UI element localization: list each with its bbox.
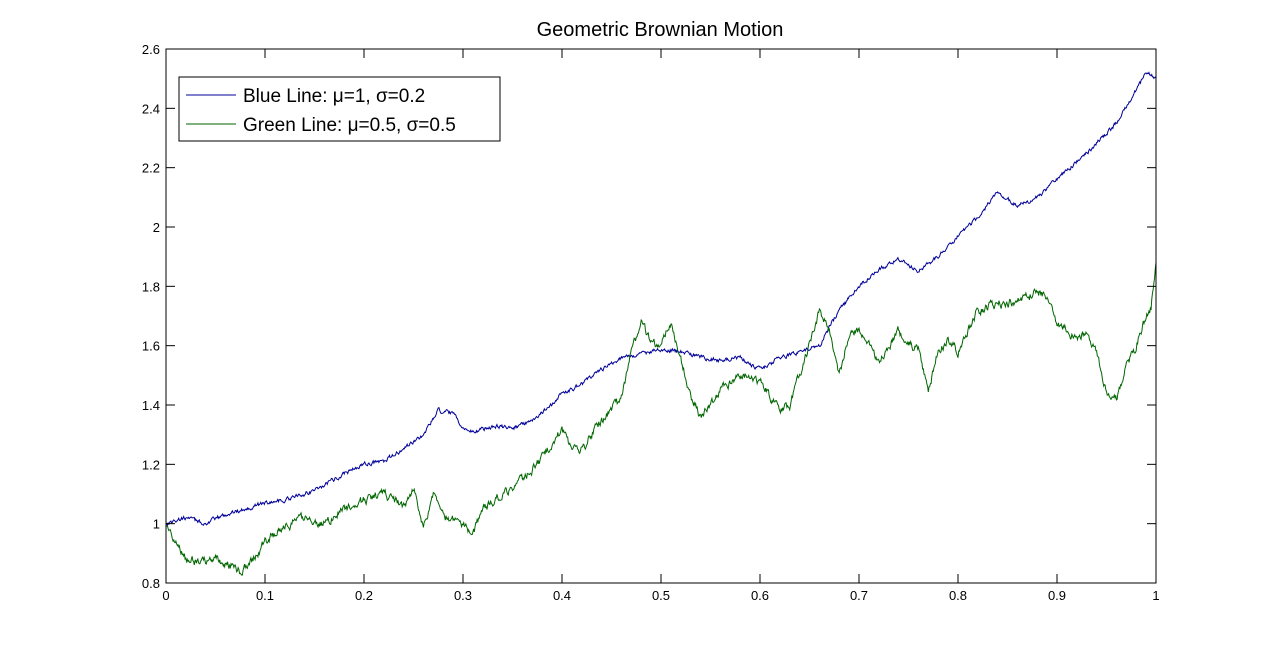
series-line-blue [165,71,1157,527]
y-tick-label: 2.2 [142,161,160,176]
y-axis: 0.8 1 1.2 1.4 1.6 1.8 2 2.2 2.4 2.6 [142,42,1156,591]
x-tick-label: 0.4 [553,588,571,603]
x-axis: 0 0.1 0.2 0.3 0.4 0.5 0.6 0.7 0.8 0.9 1 [162,49,1160,603]
y-tick-label: 1.8 [142,279,160,294]
x-tick-label: 0.2 [355,588,373,603]
y-tick-label: 1 [153,517,160,532]
x-tick-label: 0 [162,588,169,603]
y-tick-label: 2 [153,220,160,235]
x-tick-label: 0.5 [652,588,670,603]
y-tick-label: 0.8 [142,576,160,591]
legend-box [178,76,501,142]
plot-lines [165,71,1157,576]
x-tick-label: 0.7 [850,588,868,603]
legend-label-green: Green Line: μ=0.5, σ=0.5 [243,115,456,136]
y-tick-label: 2.6 [142,42,160,57]
y-tick-label: 1.2 [142,457,160,472]
y-tick-label: 2.4 [142,101,160,116]
y-tick-label: 1.4 [142,398,160,413]
chart-title: Geometric Brownian Motion [537,19,784,41]
x-tick-label: 0.8 [949,588,967,603]
x-tick-label: 0.6 [751,588,769,603]
legend: Blue Line: μ=1, σ=0.2 Green Line: μ=0.5,… [178,76,501,142]
series-line-green [165,262,1157,576]
x-tick-label: 0.3 [454,588,472,603]
x-tick-label: 0.1 [256,588,274,603]
legend-label-blue: Blue Line: μ=1, σ=0.2 [243,86,425,107]
x-tick-label: 0.9 [1048,588,1066,603]
y-tick-label: 1.6 [142,339,160,354]
x-tick-label: 1 [1152,588,1159,603]
